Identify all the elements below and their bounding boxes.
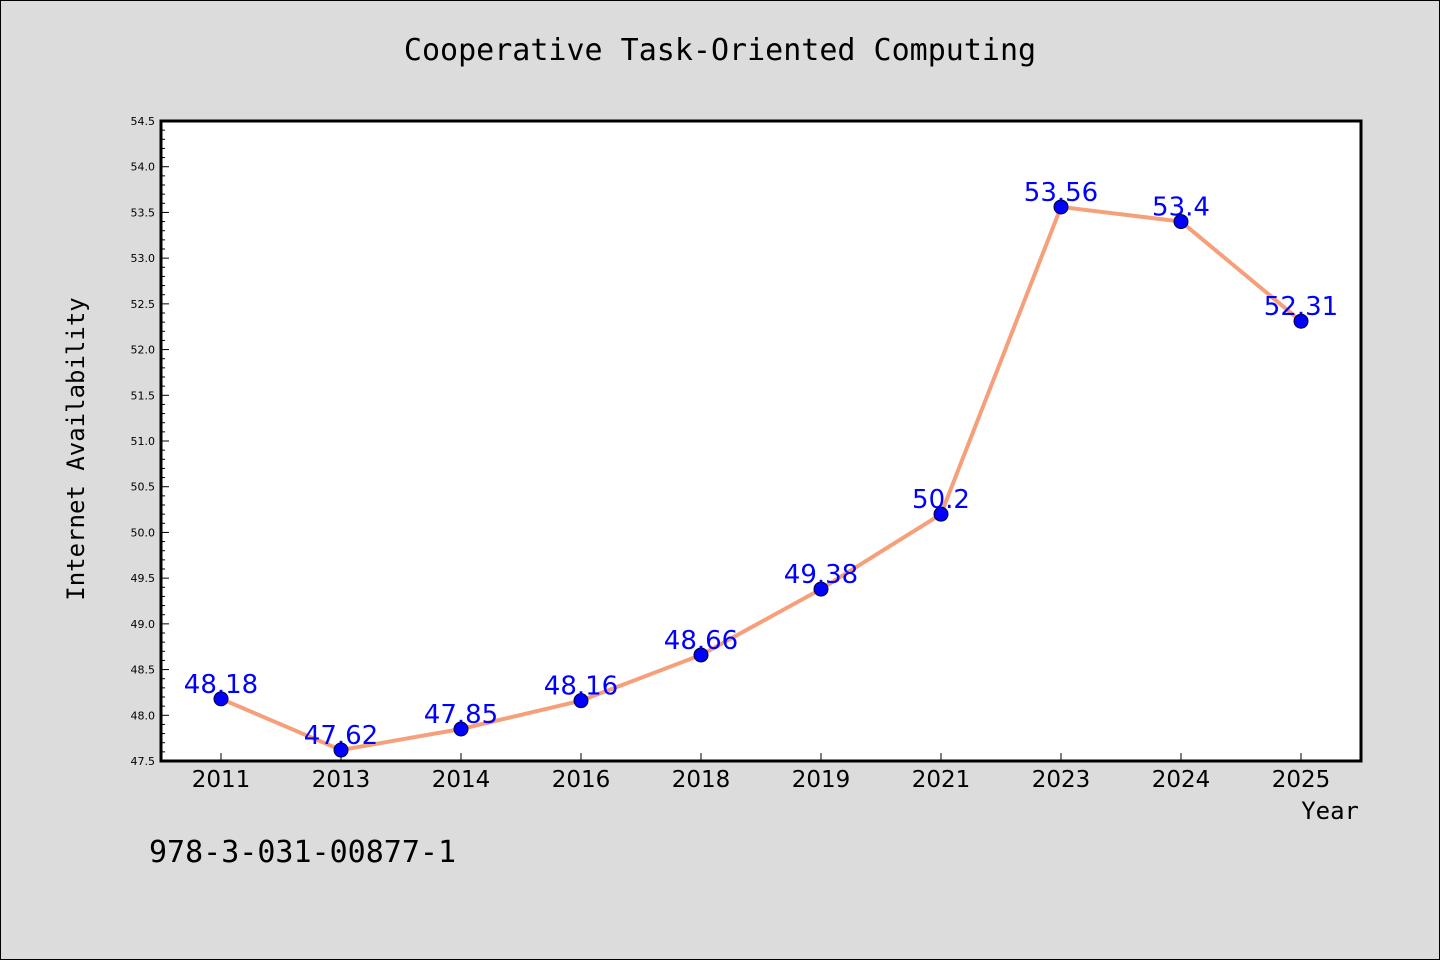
- data-point: [453, 721, 469, 737]
- data-point: [933, 506, 949, 522]
- plot-area: [159, 119, 1363, 763]
- y-tick-label: 51.0: [131, 435, 156, 448]
- y-tick-label: 50.0: [131, 526, 156, 539]
- x-tick-label: 2025: [1272, 767, 1331, 793]
- y-tick-label: 54.5: [131, 115, 156, 128]
- x-tick-label: 2018: [672, 767, 731, 793]
- y-tick-label: 47.5: [131, 755, 156, 768]
- data-point: [813, 581, 829, 597]
- y-tick-label: 50.5: [131, 481, 156, 494]
- data-point: [573, 693, 589, 709]
- x-tick-label: 2024: [1152, 767, 1211, 793]
- y-tick-label: 49.0: [131, 618, 156, 631]
- x-tick-label: 2019: [792, 767, 851, 793]
- y-tick-label: 52.5: [131, 298, 156, 311]
- y-tick-label: 48.5: [131, 664, 156, 677]
- data-point: [1173, 214, 1189, 230]
- y-tick-label: 53.0: [131, 252, 156, 265]
- data-point: [1053, 199, 1069, 215]
- x-tick-label: 2021: [912, 767, 971, 793]
- data-point: [693, 647, 709, 663]
- data-point: [213, 691, 229, 707]
- y-tick-label: 54.0: [131, 161, 156, 174]
- y-tick-label: 51.5: [131, 389, 156, 402]
- x-tick-label: 2013: [312, 767, 371, 793]
- series-line: [220, 204, 1303, 753]
- x-tick-label: 2011: [192, 767, 251, 793]
- chart-title: Cooperative Task-Oriented Computing: [403, 33, 1037, 68]
- y-tick-label: 49.5: [131, 572, 156, 585]
- x-tick-label: 2014: [432, 767, 491, 793]
- x-axis-label: Year: [1301, 797, 1359, 825]
- data-point: [333, 742, 349, 758]
- y-tick-label: 48.0: [131, 709, 156, 722]
- y-tick-label: 52.0: [131, 344, 156, 357]
- data-point: [1293, 313, 1309, 329]
- x-tick-label: 2023: [1032, 767, 1091, 793]
- y-tick-label: 53.5: [131, 206, 156, 219]
- isbn-text: 978-3-031-00877-1: [149, 835, 457, 870]
- x-tick-label: 2016: [552, 767, 611, 793]
